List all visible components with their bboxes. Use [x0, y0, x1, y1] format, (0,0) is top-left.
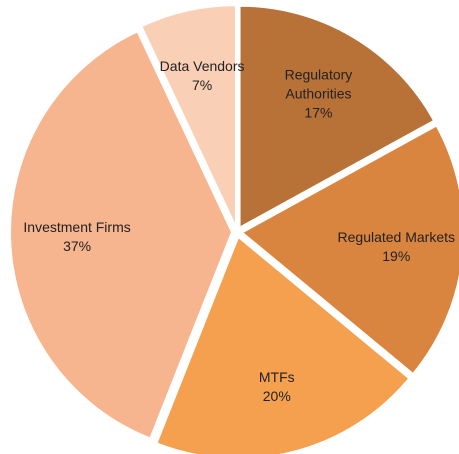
- category-label: Data Vendors: [159, 57, 245, 74]
- value-label: 37%: [63, 238, 92, 255]
- slice-label: Investment Firms 37%: [0, 218, 157, 256]
- pie-slice: [155, 235, 411, 454]
- category-label: Regulatory Authorities: [284, 66, 353, 102]
- value-label: 20%: [262, 387, 291, 404]
- slice-label: Regulatory Authorities 17%: [276, 66, 361, 123]
- value-label: 17%: [304, 104, 333, 121]
- slice-label: Data Vendors 7%: [160, 57, 245, 95]
- value-label: 19%: [382, 248, 411, 265]
- category-label: Regulated Markets: [337, 229, 456, 246]
- value-label: 7%: [191, 76, 213, 93]
- pie-slice: [140, 4, 237, 228]
- pie-slice: [238, 4, 436, 230]
- pie-slice: [240, 124, 459, 376]
- slice-label: MTFs 20%: [197, 368, 357, 406]
- category-label: Investment Firms: [23, 219, 131, 236]
- category-label: MTFs: [258, 368, 295, 385]
- slice-label: Regulated Markets 19%: [316, 228, 459, 266]
- pie-slice: [9, 29, 234, 440]
